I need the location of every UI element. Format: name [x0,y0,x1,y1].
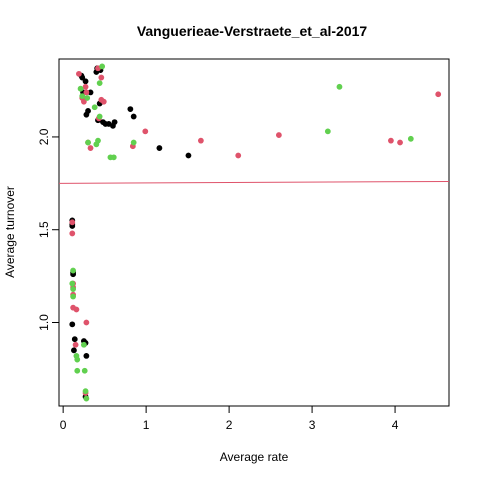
data-point-black [156,145,163,151]
data-point-green [96,113,103,120]
data-point-green [77,85,84,92]
x-tick-label: 2 [226,418,233,432]
data-point-pink [388,137,394,144]
data-point-green [336,83,343,90]
data-point-green [99,63,106,70]
data-point-pink [235,152,242,159]
data-point-green [80,341,87,348]
data-point-pink [80,98,87,105]
data-point-black [71,336,78,343]
data-point-green [81,367,88,374]
data-point-pink [69,230,76,237]
data-point-green [407,135,414,142]
data-point-pink [83,89,90,96]
data-point-green [82,388,89,395]
data-points [69,63,442,402]
data-point-green [74,356,81,363]
data-point-pink [69,219,76,226]
x-axis-label: Average rate [220,450,289,464]
x-tick-label: 1 [143,418,150,432]
x-tick-label: 3 [309,418,316,432]
x-tick-label: 4 [392,418,399,432]
data-point-black [127,106,134,113]
data-point-green [74,367,81,374]
data-point-green [130,139,137,146]
chart-title: Vanguerieae-Verstraete_et_al-2017 [137,23,368,39]
data-point-green [69,280,76,287]
plot-frame [58,58,450,407]
data-point-green [79,93,86,100]
data-point-pink [82,83,89,90]
y-tick-label: 2.0 [37,128,51,145]
data-point-pink [435,91,442,98]
data-point-black [105,121,112,127]
data-point-pink [87,145,94,151]
trend-line [58,180,450,184]
data-point-green [85,139,91,146]
data-point-green [84,95,91,101]
data-point-pink [73,306,80,313]
data-point-black [185,152,192,159]
data-point-black [79,74,86,81]
y-axis-label: Average turnover [3,186,17,278]
data-point-green [70,293,77,300]
data-point-pink [142,128,149,135]
trend-line-group [58,180,450,184]
x-tick-label: 0 [60,418,67,432]
data-point-pink [98,74,105,81]
y-axis: 1.0 1.5 2.0 [37,128,60,331]
data-point-green [70,286,77,292]
data-point-pink [397,139,403,146]
x-axis: 0 1 2 3 4 [60,405,399,432]
y-tick-label: 1.5 [37,221,51,238]
data-point-pink [72,341,79,348]
data-point-black [82,78,89,85]
data-point-pink [275,132,282,138]
data-point-green [70,267,77,274]
data-point-black [83,111,90,118]
data-point-green [96,80,103,87]
data-point-green [324,128,331,135]
data-point-green [91,104,98,111]
data-point-pink [197,137,204,144]
data-point-black [69,321,76,328]
data-point-black [83,352,90,359]
data-point-pink [76,70,82,77]
data-point-pink [100,98,107,105]
data-point-black [71,347,77,354]
data-point-pink [83,319,90,326]
data-point-green [110,154,117,161]
data-point-black [130,113,137,120]
data-point-green [83,395,90,402]
data-point-green [95,137,101,144]
y-tick-label: 1.0 [37,314,51,331]
